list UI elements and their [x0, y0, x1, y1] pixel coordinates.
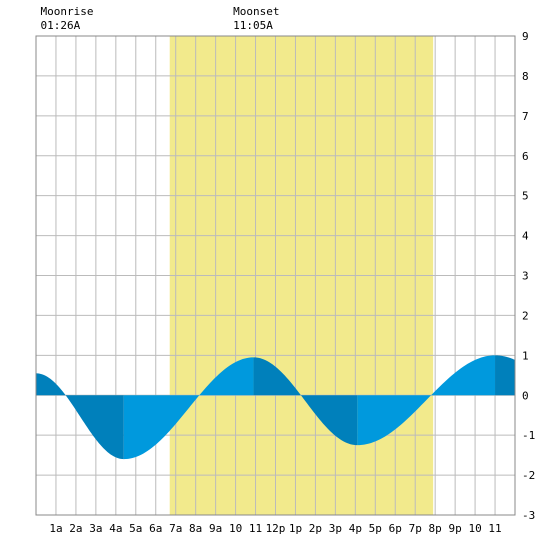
- x-tick-label: 2p: [309, 522, 322, 535]
- plot-frame: [35, 35, 516, 516]
- tide-area-falling: [495, 355, 515, 396]
- y-tick-label: -3: [522, 509, 535, 522]
- y-tick-label: 7: [522, 110, 529, 123]
- x-tick-label: 8a: [189, 522, 202, 535]
- tide-area-falling: [36, 373, 124, 460]
- x-tick-label: 8p: [429, 522, 442, 535]
- y-tick-label: 5: [522, 190, 529, 203]
- x-tick-label: 1a: [49, 522, 62, 535]
- moon-event-time: 01:26A: [41, 19, 81, 32]
- y-tick-label: 6: [522, 150, 529, 163]
- x-tick-label: 1p: [289, 522, 302, 535]
- y-tick-label: 8: [522, 70, 529, 83]
- x-tick-label: 6a: [149, 522, 162, 535]
- y-tick-label: 2: [522, 309, 529, 322]
- moon-event-time: 11:05A: [233, 19, 273, 32]
- x-tick-label: 7p: [409, 522, 422, 535]
- x-tick-label: 11: [249, 522, 262, 535]
- y-tick-label: -2: [522, 469, 535, 482]
- x-tick-label: 12p: [266, 522, 286, 535]
- y-tick-label: 4: [522, 230, 529, 243]
- x-tick-label: 10: [468, 522, 481, 535]
- y-tick-label: 3: [522, 270, 529, 283]
- y-tick-label: -1: [522, 429, 535, 442]
- x-tick-label: 3a: [89, 522, 102, 535]
- x-tick-label: 2a: [69, 522, 82, 535]
- x-tick-label: 4p: [349, 522, 362, 535]
- x-tick-label: 11: [488, 522, 501, 535]
- moon-event-label: Moonset: [233, 5, 279, 18]
- y-tick-label: 9: [522, 30, 529, 43]
- x-tick-label: 9p: [449, 522, 462, 535]
- x-tick-label: 5p: [369, 522, 382, 535]
- y-tick-label: 1: [522, 349, 529, 362]
- x-tick-label: 5a: [129, 522, 142, 535]
- x-tick-label: 10: [229, 522, 242, 535]
- x-tick-label: 7a: [169, 522, 182, 535]
- x-tick-label: 4a: [109, 522, 122, 535]
- moon-event-label: Moonrise: [41, 5, 94, 18]
- tide-area-rising: [123, 357, 254, 460]
- x-tick-label: 9a: [209, 522, 222, 535]
- x-tick-label: 6p: [389, 522, 402, 535]
- y-tick-label: 0: [522, 389, 529, 402]
- x-tick-label: 3p: [329, 522, 342, 535]
- tide-area-rising: [357, 355, 496, 446]
- tide-area-falling: [253, 357, 358, 446]
